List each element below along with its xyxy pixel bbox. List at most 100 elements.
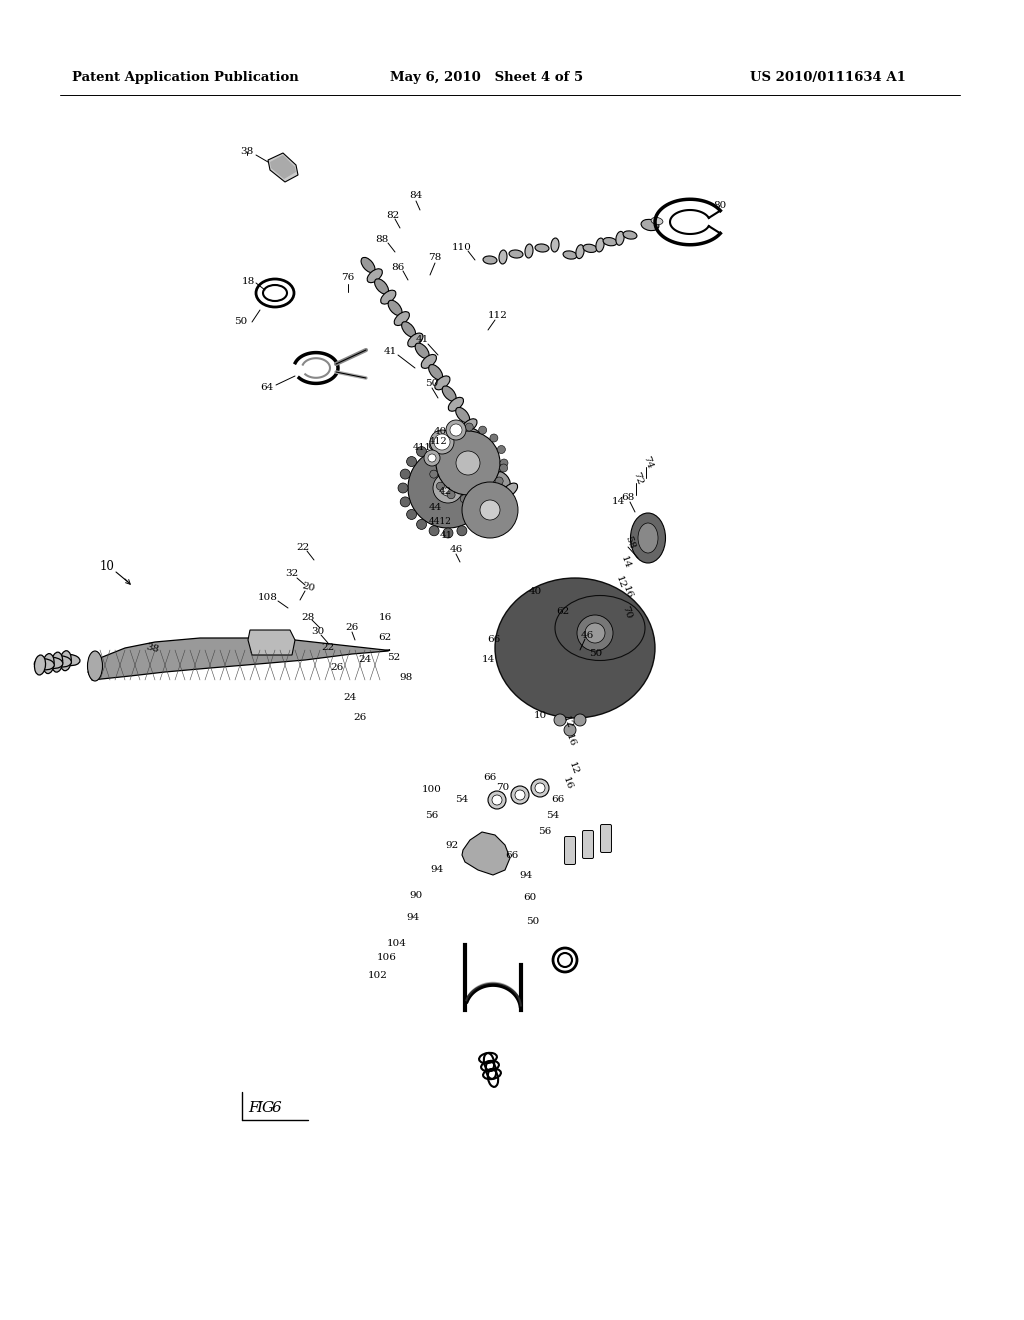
Ellipse shape [623, 231, 637, 239]
Text: 58: 58 [624, 535, 637, 549]
Text: 80: 80 [714, 201, 727, 210]
Text: 24: 24 [343, 693, 356, 702]
Polygon shape [268, 153, 298, 182]
Circle shape [574, 714, 586, 726]
Circle shape [398, 483, 408, 492]
Text: 411: 411 [413, 444, 431, 453]
Text: 6: 6 [272, 1101, 282, 1115]
Text: 26: 26 [345, 623, 358, 632]
Circle shape [498, 446, 506, 454]
Circle shape [496, 477, 503, 484]
Circle shape [440, 432, 447, 441]
Text: 88: 88 [376, 235, 389, 244]
Ellipse shape [449, 397, 464, 412]
Text: 72: 72 [632, 470, 644, 486]
Text: 52: 52 [387, 653, 400, 663]
Circle shape [488, 791, 506, 809]
Circle shape [430, 470, 438, 478]
Ellipse shape [575, 244, 584, 259]
Ellipse shape [35, 655, 45, 675]
Circle shape [408, 447, 488, 528]
Ellipse shape [263, 285, 287, 301]
Text: 32: 32 [286, 569, 299, 578]
Ellipse shape [641, 219, 658, 231]
Text: 62: 62 [379, 634, 391, 643]
Ellipse shape [596, 238, 604, 252]
Text: 4412: 4412 [429, 517, 452, 527]
Ellipse shape [456, 408, 470, 422]
Text: 66: 66 [483, 774, 497, 783]
Circle shape [443, 438, 453, 447]
Ellipse shape [429, 364, 442, 380]
Circle shape [500, 465, 508, 473]
Text: 90: 90 [410, 891, 423, 899]
Text: 66: 66 [551, 796, 564, 804]
Text: 56: 56 [539, 828, 552, 837]
Text: 40: 40 [528, 587, 542, 597]
Text: 41: 41 [383, 347, 396, 356]
Circle shape [428, 454, 436, 462]
Ellipse shape [381, 290, 396, 304]
Ellipse shape [401, 322, 416, 337]
FancyBboxPatch shape [564, 837, 575, 865]
Ellipse shape [408, 333, 423, 347]
Circle shape [430, 430, 454, 454]
Text: 10: 10 [99, 561, 115, 573]
Circle shape [434, 434, 450, 450]
Ellipse shape [415, 343, 429, 358]
Ellipse shape [43, 657, 62, 668]
Text: 54: 54 [547, 810, 560, 820]
FancyBboxPatch shape [583, 830, 594, 858]
FancyBboxPatch shape [600, 825, 611, 853]
Polygon shape [248, 630, 295, 655]
Text: 22: 22 [322, 644, 335, 652]
Ellipse shape [87, 651, 102, 681]
Circle shape [465, 422, 473, 432]
Ellipse shape [35, 659, 54, 669]
Text: 26: 26 [331, 664, 344, 672]
Circle shape [515, 789, 525, 800]
Circle shape [479, 510, 489, 520]
Ellipse shape [375, 279, 388, 294]
Ellipse shape [488, 462, 504, 475]
Text: 70: 70 [621, 605, 634, 620]
Text: 14: 14 [481, 656, 495, 664]
Text: 412: 412 [429, 437, 447, 446]
Circle shape [485, 469, 496, 479]
Text: 50: 50 [590, 648, 603, 657]
Ellipse shape [503, 483, 517, 496]
Ellipse shape [60, 651, 72, 671]
Ellipse shape [51, 656, 72, 667]
Text: 68: 68 [622, 494, 635, 503]
Ellipse shape [603, 238, 616, 246]
Circle shape [531, 779, 549, 797]
Text: 16: 16 [563, 733, 577, 747]
Circle shape [400, 469, 411, 479]
Text: 50: 50 [425, 379, 438, 388]
Ellipse shape [555, 595, 645, 660]
Circle shape [577, 615, 613, 651]
Text: 66: 66 [487, 635, 501, 644]
Text: 41: 41 [416, 335, 429, 345]
Text: 14: 14 [618, 554, 632, 570]
Ellipse shape [563, 251, 577, 259]
Text: 38: 38 [241, 148, 254, 157]
Ellipse shape [497, 471, 510, 487]
Circle shape [428, 457, 436, 465]
Text: 40: 40 [433, 428, 446, 437]
Circle shape [511, 785, 529, 804]
Text: 22: 22 [296, 543, 309, 552]
Text: 66: 66 [506, 850, 518, 859]
Circle shape [485, 496, 496, 507]
Text: 60: 60 [523, 894, 537, 903]
Text: 94: 94 [430, 866, 443, 874]
Text: 106: 106 [377, 953, 397, 962]
Ellipse shape [509, 249, 523, 257]
Text: 16: 16 [621, 585, 634, 599]
Circle shape [452, 425, 460, 433]
Circle shape [585, 623, 605, 643]
Text: 76: 76 [341, 273, 354, 282]
Text: 62: 62 [556, 607, 569, 616]
Ellipse shape [435, 376, 450, 389]
Text: 12: 12 [613, 574, 627, 590]
